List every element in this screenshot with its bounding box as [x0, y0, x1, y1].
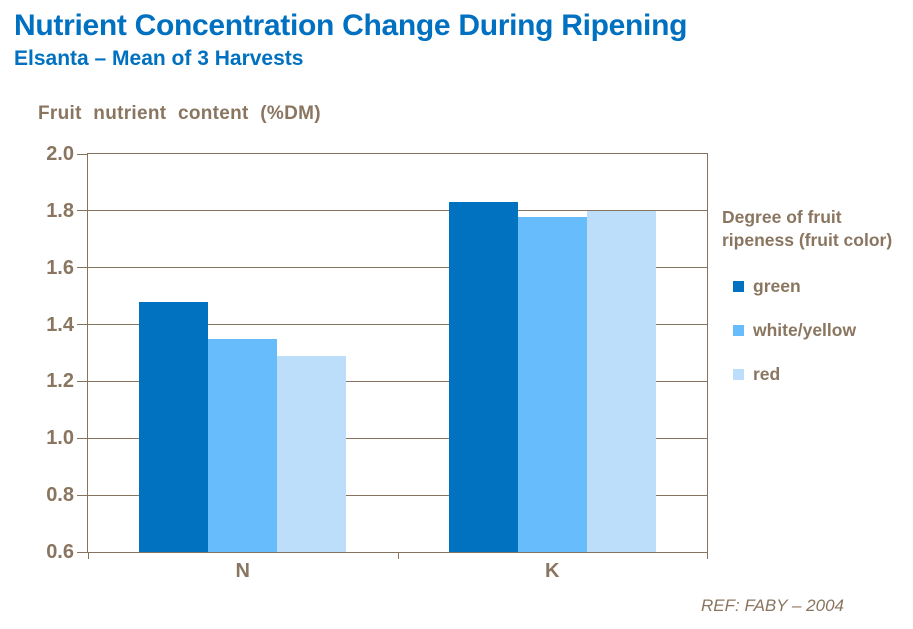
- legend-title: Degree of fruit ripeness (fruit color): [722, 206, 913, 252]
- gridline: [88, 437, 707, 439]
- bar: [517, 216, 587, 552]
- y-axis-tick: [77, 494, 88, 496]
- legend-label: green: [753, 275, 801, 296]
- gridline: [88, 494, 707, 496]
- bar: [277, 355, 347, 552]
- bars-layer: [88, 154, 707, 552]
- legend-item: white/yellow: [733, 320, 913, 341]
- x-tick-label: N: [235, 560, 250, 582]
- y-tick-label: 1.6: [46, 256, 74, 279]
- x-axis-tick: [707, 552, 708, 559]
- legend-item: red: [733, 364, 913, 385]
- y-axis-tick: [77, 324, 88, 326]
- reference-text: REF: FABY – 2004: [701, 596, 844, 615]
- y-axis-tick: [77, 551, 88, 553]
- legend-items: green white/yellow red: [733, 276, 913, 385]
- x-axis-tick: [397, 552, 399, 559]
- legend-label: white/yellow: [753, 319, 857, 340]
- legend-swatch: [733, 280, 744, 292]
- page-title: Nutrient Concentration Change During Rip…: [14, 9, 688, 42]
- legend-swatch: [733, 368, 744, 380]
- legend-title-line2: ripeness (fruit color): [722, 229, 893, 250]
- y-axis-tick: [77, 437, 88, 439]
- y-axis-title: Fruit nutrient content (%DM): [38, 103, 321, 124]
- bar: [208, 338, 278, 552]
- x-tick-label: K: [545, 560, 560, 582]
- gridline: [88, 380, 707, 382]
- bar: [448, 202, 518, 552]
- y-tick-label: 2.0: [46, 143, 74, 165]
- y-tick-label: 1.0: [46, 427, 74, 450]
- gridline: [88, 324, 707, 326]
- y-tick-label: 1.8: [46, 199, 74, 222]
- bar: [139, 301, 209, 552]
- legend-swatch: [733, 324, 744, 336]
- x-axis-tick: [88, 552, 89, 559]
- bar: [586, 210, 656, 552]
- bar-group-K: [398, 154, 708, 552]
- y-axis-tick: [77, 210, 88, 212]
- y-tick-label: 0.8: [46, 484, 74, 507]
- y-tick-label: 0.6: [46, 541, 74, 563]
- y-tick-label: 1.2: [46, 370, 74, 393]
- page-subtitle: Elsanta – Mean of 3 Harvests: [14, 47, 304, 70]
- legend-title-line1: Degree of fruit: [722, 207, 842, 227]
- bar-group-N: [88, 154, 398, 552]
- y-tick-label: 1.4: [46, 313, 74, 336]
- legend-label: red: [753, 363, 781, 384]
- legend-item: green: [733, 276, 913, 297]
- gridline: [88, 267, 707, 269]
- y-axis-tick: [77, 380, 88, 382]
- gridline: [88, 210, 707, 212]
- y-axis-tick: [77, 153, 88, 155]
- y-axis-tick: [77, 267, 88, 269]
- legend: Degree of fruit ripeness (fruit color) g…: [722, 206, 913, 408]
